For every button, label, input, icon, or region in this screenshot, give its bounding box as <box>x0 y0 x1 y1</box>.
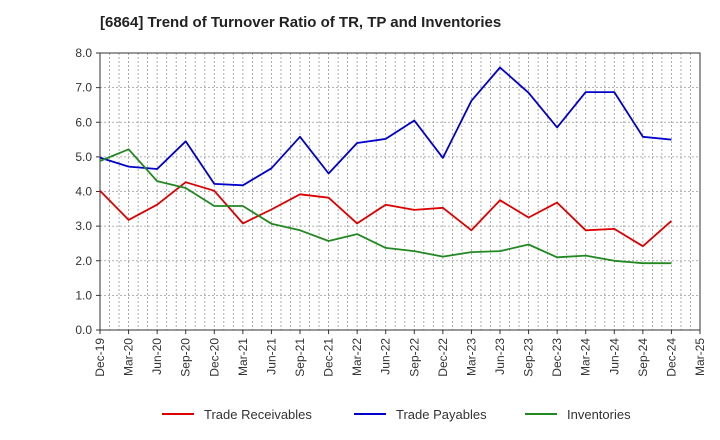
x-tick-label: Dec-23 <box>550 338 564 377</box>
series-line-inventories <box>99 148 672 265</box>
series-line-trade-payables <box>99 66 672 187</box>
x-tick-label: Mar-23 <box>464 338 478 376</box>
legend-label: Trade Payables <box>396 407 487 422</box>
x-tick-label: Dec-21 <box>322 338 336 377</box>
x-tick-label: Dec-22 <box>436 338 450 377</box>
x-tick-label: Jun-20 <box>150 338 164 375</box>
y-tick-label: 7.0 <box>75 81 92 95</box>
legend-label: Trade Receivables <box>204 407 312 422</box>
x-tick-label: Mar-24 <box>579 338 593 376</box>
x-tick-label: Dec-24 <box>664 338 678 377</box>
y-tick-label: 0.0 <box>75 323 92 337</box>
x-tick-label: Sep-23 <box>522 338 536 377</box>
x-tick-label: Jun-23 <box>493 338 507 375</box>
x-tick-label: Mar-25 <box>693 338 707 376</box>
x-tick-label: Mar-21 <box>236 338 250 376</box>
y-tick-label: 6.0 <box>75 115 92 129</box>
x-tick-label: Sep-24 <box>636 338 650 377</box>
y-tick-label: 4.0 <box>75 185 92 199</box>
x-tick-label: Dec-19 <box>93 338 107 377</box>
x-tick-label: Sep-22 <box>407 338 421 377</box>
x-tick-label: Jun-21 <box>264 338 278 375</box>
x-tick-label: Jun-22 <box>379 338 393 375</box>
y-tick-label: 3.0 <box>75 219 92 233</box>
x-tick-label: Sep-20 <box>179 338 193 377</box>
x-tick-label: Mar-20 <box>122 338 136 376</box>
y-tick-label: 2.0 <box>75 254 92 268</box>
chart-title: [6864] Trend of Turnover Ratio of TR, TP… <box>100 14 502 31</box>
x-tick-label: Sep-21 <box>293 338 307 377</box>
legend-label: Inventories <box>567 407 631 422</box>
series-line-trade-receivables <box>99 181 672 248</box>
x-tick-label: Dec-20 <box>207 338 221 377</box>
x-tick-label: Mar-22 <box>350 338 364 376</box>
y-tick-label: 1.0 <box>75 288 92 302</box>
y-tick-label: 5.0 <box>75 150 92 164</box>
x-tick-label: Jun-24 <box>607 338 621 375</box>
y-tick-label: 8.0 <box>75 46 92 60</box>
